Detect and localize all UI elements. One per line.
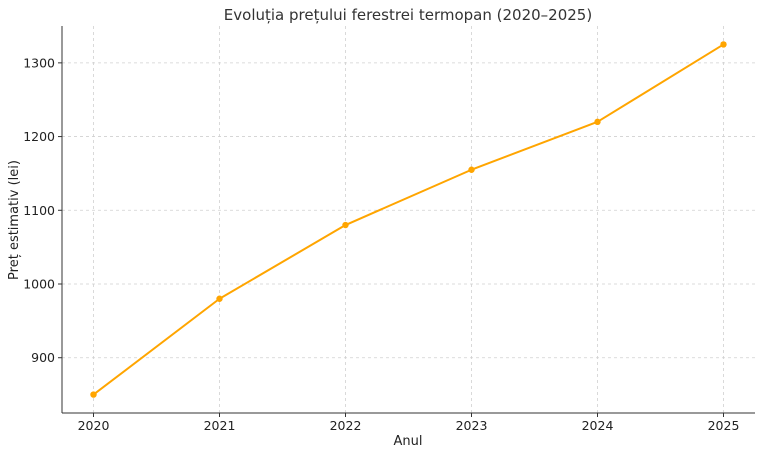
chart-title: Evoluția prețului ferestrei termopan (20… (224, 6, 592, 24)
x-tick-label: 2023 (456, 418, 488, 433)
data-point (216, 295, 223, 302)
data-point (594, 118, 601, 126)
y-tick-label: 900 (31, 350, 55, 365)
data-point (90, 391, 97, 398)
grid-lines (62, 26, 755, 413)
data-point (468, 166, 475, 173)
series-line (92, 43, 725, 396)
x-axis-label: Anul (394, 434, 423, 449)
x-tick-label: 2021 (204, 418, 236, 433)
data-point (342, 221, 349, 229)
y-tick-label: 1200 (23, 129, 55, 144)
axes: 2020 2021 2022 2023 2024 2025 900 1000 1100 1200 1… (23, 26, 755, 433)
x-tick-label: 2025 (708, 418, 740, 433)
series (90, 41, 727, 398)
data-point (720, 41, 727, 48)
y-tick-label: 1300 (23, 55, 55, 70)
y-axis-label: Preț estimativ (lei) (7, 160, 22, 280)
y-tick-label: 1100 (23, 203, 55, 218)
y-tick-label: 1000 (23, 277, 55, 292)
x-tick-label: 2020 (78, 418, 110, 433)
x-tick-label: 2022 (330, 418, 362, 433)
x-tick-label: 2024 (582, 418, 614, 433)
